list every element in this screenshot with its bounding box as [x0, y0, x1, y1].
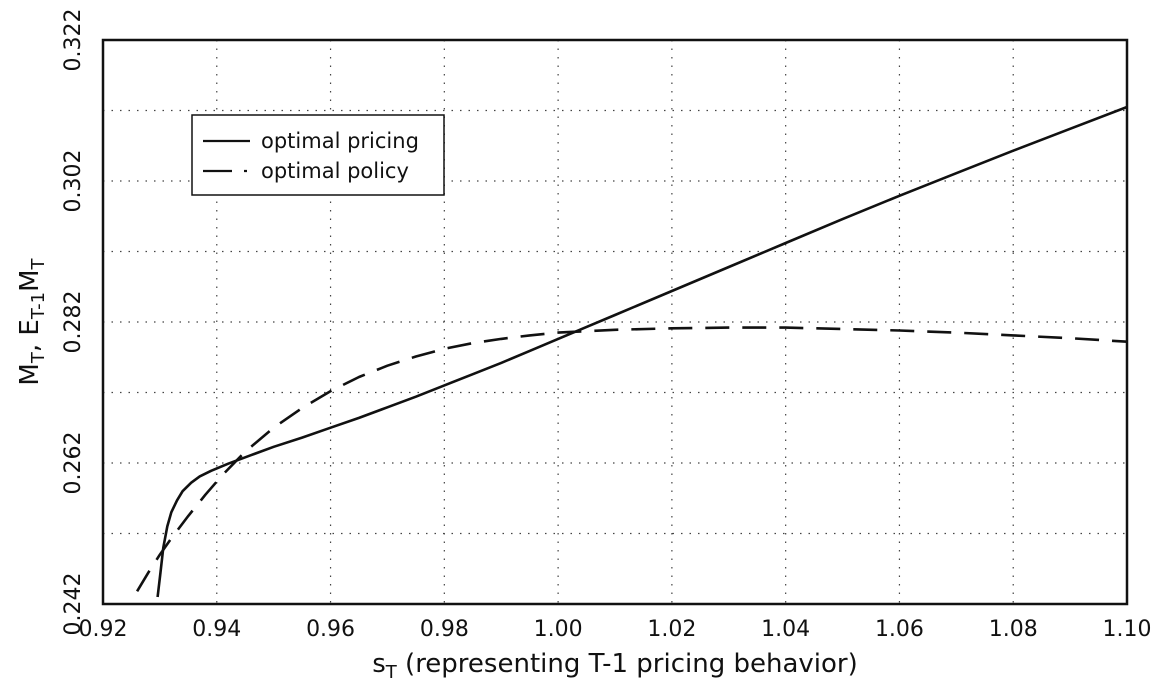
legend: optimal pricing optimal policy	[191, 114, 445, 196]
x-tick-label: 1.10	[1103, 617, 1152, 642]
x-tick-label: 0.98	[420, 617, 469, 642]
x-axis-label: sT (representing T-1 pricing behavior)	[372, 649, 858, 683]
y-axis-label: MT, ET-1MT	[15, 257, 49, 385]
x-axis-label-main: s	[372, 649, 386, 679]
legend-label-optimal-pricing: optimal pricing	[261, 129, 419, 153]
x-tick-label: 1.04	[761, 617, 810, 642]
y-tick-label: 0.302	[61, 150, 86, 213]
legend-label-optimal-policy: optimal policy	[261, 159, 409, 183]
x-axis-label-rest: (representing T-1 pricing behavior)	[397, 649, 858, 679]
x-tick-label: 1.06	[875, 617, 924, 642]
y-axis-label-a-sub: T	[28, 351, 49, 364]
plot-frame	[101, 38, 1129, 606]
y-tick-label: 0.322	[61, 9, 86, 72]
series-line-optimal-pricing	[156, 105, 1128, 598]
y-axis-label-c-sub: T	[28, 257, 49, 270]
x-tick-label: 0.94	[192, 617, 241, 642]
y-tick-label: 0.282	[61, 291, 86, 354]
x-tick-label: 1.00	[534, 617, 583, 642]
series-line-optimal-policy	[135, 326, 1128, 592]
x-tick-label: 0.92	[79, 617, 128, 642]
y-axis-label-b-sub: T-1	[28, 292, 49, 320]
y-axis-label-c: M	[15, 269, 45, 291]
legend-box	[191, 114, 445, 196]
x-tick-labels: 0.92 0.94 0.96 0.98 1.00 1.02 1.04 1.06 1.08 1.10	[79, 617, 1152, 642]
x-tick-label: 1.02	[647, 617, 696, 642]
series-layer	[135, 105, 1128, 598]
y-tick-label: 0.242	[61, 573, 86, 636]
x-tick-label: 0.96	[306, 617, 355, 642]
y-axis-label-a: M	[15, 363, 45, 385]
y-tick-label: 0.262	[61, 432, 86, 495]
x-tick-label: 1.08	[989, 617, 1038, 642]
y-axis-label-b: , E	[15, 319, 45, 352]
x-axis-label-sub: T	[385, 662, 398, 683]
y-tick-labels: 0.242 0.262 0.282 0.302 0.322	[61, 9, 86, 636]
